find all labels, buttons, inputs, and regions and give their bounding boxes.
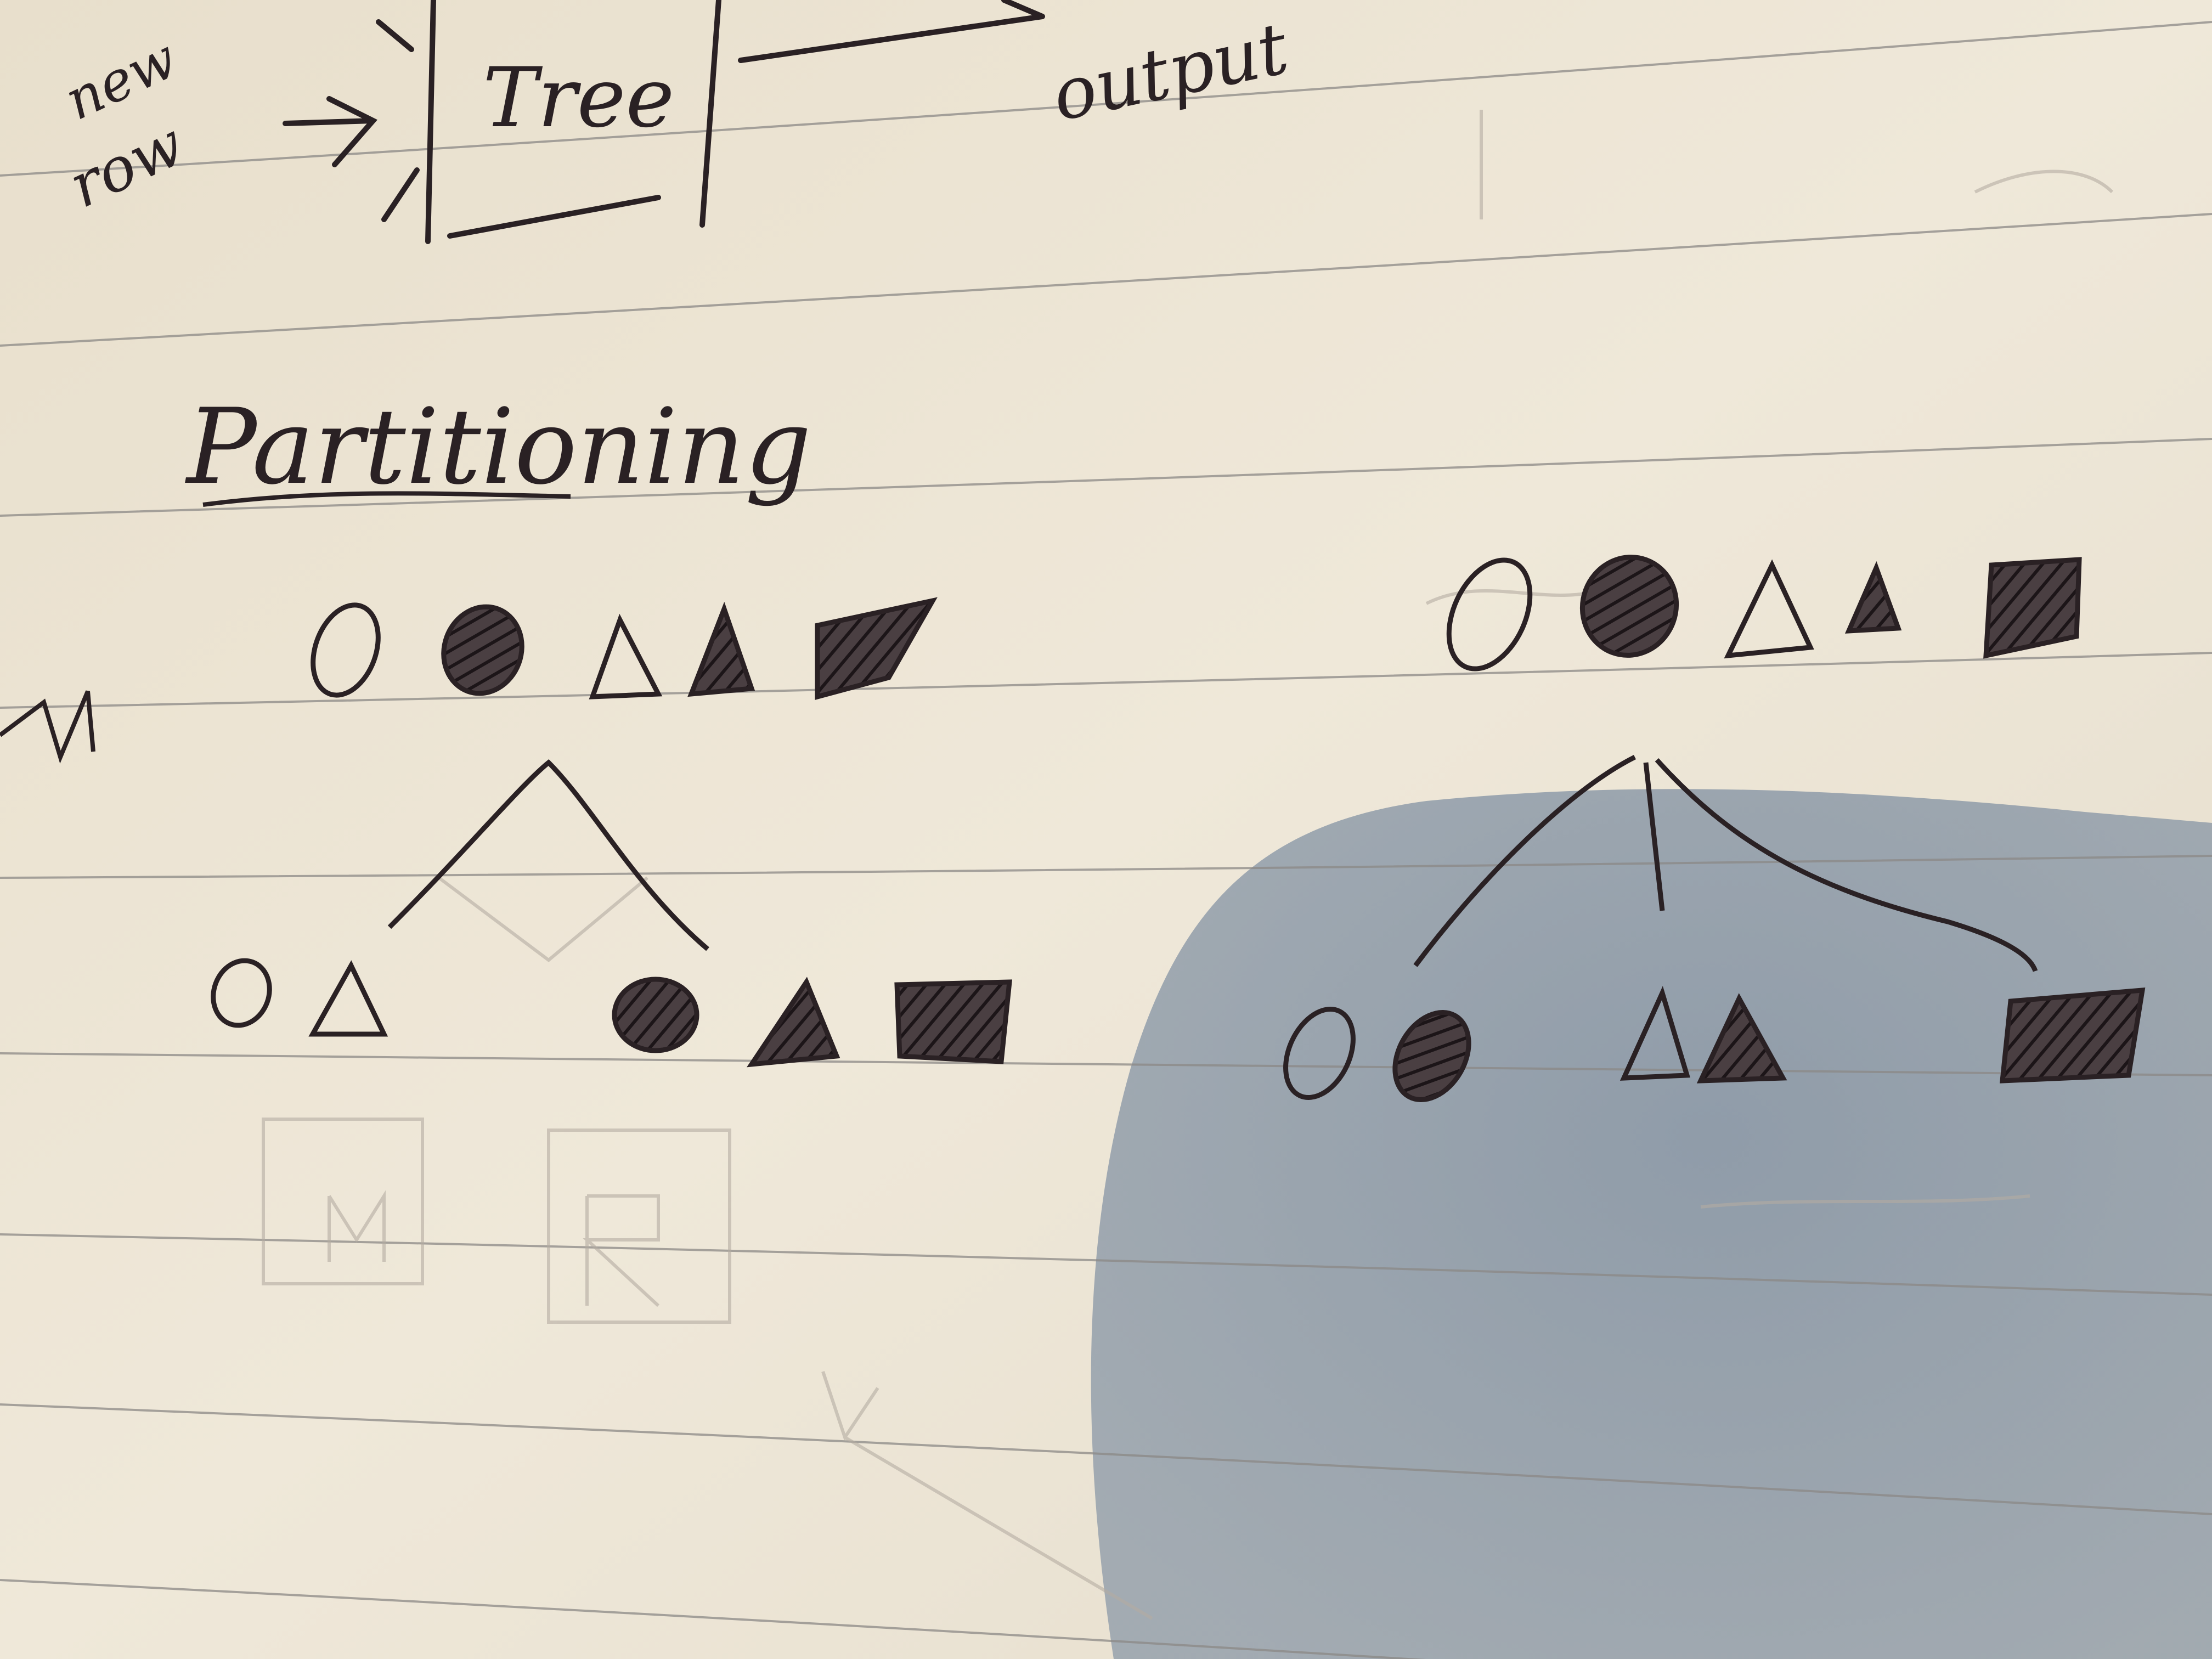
left-tree-root — [311, 597, 938, 700]
margin-scribble — [0, 690, 95, 764]
left-tree-right-child — [612, 977, 1013, 1068]
right-tree — [1283, 555, 2146, 1102]
left-tree — [211, 597, 1013, 1068]
circle-hatched-icon — [441, 604, 524, 696]
circle-empty-icon — [311, 602, 381, 698]
triangle-empty-icon — [589, 613, 663, 699]
bleed-through-sketches — [262, 110, 2114, 1620]
output-arrow — [738, 0, 1045, 63]
left-tree-left-child — [211, 958, 388, 1037]
hand-shadow — [1091, 789, 2212, 1659]
triangle-hatched-icon — [1696, 993, 1787, 1084]
tree-box-left-bracket — [376, 0, 436, 244]
circle-hatched-icon — [1579, 555, 1679, 658]
square-hatched-icon — [815, 597, 938, 700]
tree-box-right-bracket — [699, 0, 721, 228]
section-title: Partitioning — [185, 386, 811, 507]
square-hatched-icon — [1999, 988, 2146, 1084]
input-arrow — [283, 96, 378, 167]
triangle-empty-icon — [1724, 559, 1814, 659]
left-tree-branches — [387, 759, 709, 951]
circle-empty-icon — [211, 958, 272, 1028]
triangle-hatched-icon — [687, 601, 755, 697]
circle-hatched-icon — [1392, 1010, 1471, 1102]
triangle-hatched-icon — [746, 977, 840, 1068]
right-tree-child-3 — [1999, 988, 2146, 1084]
right-tree-child-1 — [1283, 1007, 1471, 1102]
tree-box-label: Tree — [483, 50, 674, 146]
tree-box-bottom — [447, 195, 661, 239]
circle-hatched-icon — [612, 977, 699, 1053]
circle-empty-icon — [1283, 1007, 1356, 1100]
header-flow: new row Tree output — [55, 0, 1295, 244]
triangle-hatched-icon — [1844, 561, 1902, 634]
square-hatched-icon — [1983, 557, 2082, 659]
triangle-empty-icon — [1620, 986, 1690, 1081]
right-tree-child-2 — [1620, 986, 1787, 1084]
circle-empty-icon — [1446, 557, 1533, 672]
section-title-underline — [202, 491, 571, 507]
square-hatched-icon — [894, 979, 1013, 1064]
right-tree-branches — [1413, 754, 2038, 972]
right-tree-root — [1446, 555, 2082, 672]
triangle-empty-icon — [308, 960, 388, 1037]
